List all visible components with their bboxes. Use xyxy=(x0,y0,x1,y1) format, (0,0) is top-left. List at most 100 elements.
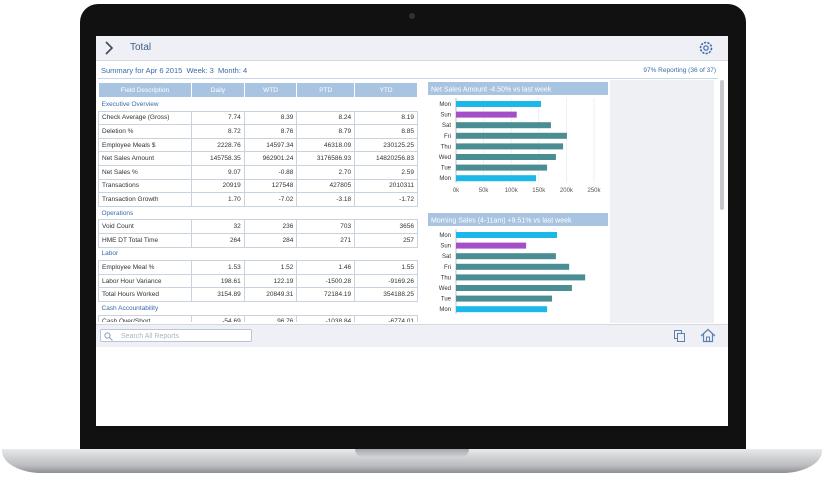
category-label: Mon xyxy=(439,307,451,313)
cell-value: 8.72 xyxy=(191,124,245,139)
bar xyxy=(456,111,517,118)
category-label: Wed xyxy=(439,286,451,292)
category-label: Mon xyxy=(439,233,451,239)
field-name: HME DT Total Time xyxy=(98,232,192,248)
cell-value: 127548 xyxy=(243,178,298,194)
bar xyxy=(456,175,537,182)
section-row: Executive Overview xyxy=(98,97,418,112)
summary: Summary for Apr 6 2015 Week: 3 Month: 4 xyxy=(101,66,248,75)
data-row: Transactions 20919 127548 427805 2010311 xyxy=(98,178,418,194)
search-box[interactable]: Search All Reports xyxy=(100,329,252,342)
plot-area xyxy=(454,97,602,186)
section-title: Executive Overview xyxy=(98,97,418,112)
cell-value: 264 xyxy=(191,232,245,248)
reporting-status: 97% Reporting (36 of 37) xyxy=(643,67,716,74)
cell-value: 2010311 xyxy=(354,178,418,194)
cell-value: 20849.31 xyxy=(243,287,298,302)
cell-value: 32 xyxy=(191,219,245,234)
cell-value: 14597.34 xyxy=(243,137,298,153)
x-tick-label: 200k xyxy=(560,188,574,194)
cell-value: 236 xyxy=(243,219,298,234)
field-name: Cash Over/Short xyxy=(98,314,192,322)
bottom-bar: Search All Reports xyxy=(96,324,728,347)
category-label: Mon xyxy=(439,102,451,108)
category-label: Mon xyxy=(439,176,451,182)
cell-value: 257 xyxy=(354,232,418,248)
cell-value: 8.39 xyxy=(243,110,298,126)
cell-value: 1.55 xyxy=(354,260,418,275)
bar xyxy=(456,242,527,249)
field-name: Transaction Growth xyxy=(98,192,192,207)
cell-value: -0.88 xyxy=(243,164,298,180)
field-name: Net Sales % xyxy=(98,164,192,180)
column-header: WTD xyxy=(243,82,298,98)
data-row: Employee Meals $2228.76 14597.34 46318.09 2… xyxy=(98,137,418,153)
bar xyxy=(456,306,548,313)
field-name: Net Sales Amount xyxy=(98,151,192,166)
home-button[interactable] xyxy=(700,328,716,343)
cell-value: 7.74 xyxy=(191,110,245,126)
cell-value: 8.76 xyxy=(243,124,298,139)
field-name: Deletion % xyxy=(98,124,192,139)
data-row: Check Average (Gross) 7.74 8.39 8.24 8.19 xyxy=(98,110,418,126)
section-row: Operations xyxy=(98,205,418,221)
chart: Net Sales Amount -4.50% vs last week 0k 50… xyxy=(428,82,608,194)
bar xyxy=(456,285,572,291)
data-row: Cash Over/Short -54.69 96.76 -1038.84 -6774.… xyxy=(98,314,418,322)
column-header: Field Description xyxy=(98,82,192,98)
chart-title: Net Sales Amount -4.50% vs last week xyxy=(431,87,552,94)
field-name: Employee Meal % xyxy=(98,260,192,275)
chart-title: Morning Sales (4-11am) +9.51% vs last we… xyxy=(431,218,572,225)
cell-value: -54.69 xyxy=(191,314,245,322)
column-header: PTD xyxy=(296,82,356,98)
chart-title-bar xyxy=(428,82,608,95)
section-title: Labor xyxy=(98,246,418,262)
bar xyxy=(456,253,556,260)
data-row: Deletion % 8.72 8.76 8.79 8.85 xyxy=(98,124,418,139)
page-title: Total xyxy=(130,42,152,53)
category-label: Sun xyxy=(440,113,451,119)
chart-title-bar xyxy=(428,213,608,226)
bar xyxy=(456,263,570,270)
cell-value: 703 xyxy=(296,219,356,234)
x-tick-label: 250k xyxy=(587,188,601,194)
report-table: Field Description Daily WTD PTD YTD Executive… xyxy=(98,82,418,322)
cell-value: -6774.01 xyxy=(354,314,418,322)
bar xyxy=(456,122,551,129)
cell-value: -1038.84 xyxy=(296,314,356,322)
cell-value: 9.07 xyxy=(191,164,245,180)
side-panel xyxy=(610,80,714,323)
field-name: Transactions xyxy=(98,178,192,194)
field-name: Check Average (Gross) xyxy=(98,110,192,126)
x-tick-label: 100k xyxy=(505,188,519,194)
category-label: Thu xyxy=(441,275,451,281)
field-name: Labor Hour Variance xyxy=(98,273,192,289)
top-bar: Total xyxy=(96,36,728,61)
settings-button[interactable] xyxy=(698,40,714,56)
copy-button[interactable] xyxy=(673,329,687,343)
cell-value: 354188.25 xyxy=(354,287,418,302)
category-label: Thu xyxy=(441,144,451,150)
bar xyxy=(456,274,586,281)
search-icon xyxy=(104,332,113,341)
data-row: Labor Hour Variance 198.61 122.19 -1500.28-… xyxy=(98,273,418,289)
section-title: Cash Accountability xyxy=(98,300,418,316)
cell-value: 72184.19 xyxy=(296,287,356,302)
scrollbar[interactable] xyxy=(720,80,724,210)
cell-value: 96.76 xyxy=(243,314,298,322)
cell-value: -3.18 xyxy=(296,192,356,207)
bar xyxy=(456,143,564,150)
category-label: Sat xyxy=(442,254,451,260)
screen: Total Summary for Apr 6 2015 Week: 3 Mon… xyxy=(96,36,728,426)
data-row: Void Count 32 236 703 3656 xyxy=(98,219,418,234)
back-button[interactable] xyxy=(104,41,114,55)
section-title: Operations xyxy=(98,205,418,221)
cell-value: 122.19 xyxy=(243,273,298,289)
data-row: HME DT Total Time 264 284 271 257 xyxy=(98,232,418,248)
bar xyxy=(456,295,553,302)
x-tick-label: 150k xyxy=(532,188,546,194)
category-label: Tue xyxy=(441,297,452,303)
cell-value: 8.85 xyxy=(354,124,418,139)
divider xyxy=(98,78,718,79)
cell-value: 1.53 xyxy=(191,260,245,275)
